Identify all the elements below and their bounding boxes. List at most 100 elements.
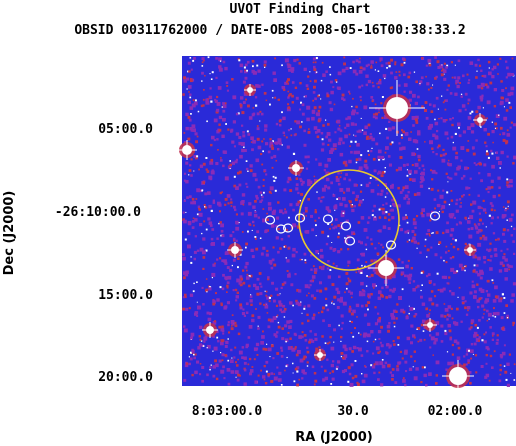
image-pixel — [273, 376, 278, 381]
image-pixel — [233, 356, 236, 359]
image-pixel — [472, 269, 476, 273]
image-pixel — [290, 128, 292, 130]
image-pixel — [225, 340, 229, 345]
image-pixel — [263, 191, 265, 194]
image-pixel — [374, 69, 376, 71]
image-pixel — [506, 248, 509, 251]
image-pixel — [317, 253, 319, 255]
image-pixel — [396, 368, 400, 372]
image-pixel — [477, 256, 481, 261]
image-pixel — [360, 216, 365, 220]
image-pixel — [476, 70, 478, 72]
image-pixel — [474, 354, 478, 357]
image-pixel — [416, 215, 419, 218]
image-pixel — [186, 88, 188, 90]
image-pixel — [420, 172, 423, 175]
image-pixel — [446, 162, 450, 165]
image-pixel — [231, 78, 234, 81]
image-pixel — [228, 331, 231, 334]
image-pixel — [494, 122, 498, 126]
image-pixel — [303, 252, 307, 256]
image-pixel — [358, 203, 361, 207]
image-pixel — [211, 272, 216, 277]
image-pixel — [305, 209, 308, 213]
image-pixel — [204, 192, 208, 196]
image-pixel — [420, 323, 424, 327]
image-pixel — [418, 158, 421, 162]
image-pixel — [295, 183, 299, 187]
image-pixel — [470, 123, 475, 128]
image-pixel — [207, 56, 210, 59]
image-pixel — [493, 88, 497, 92]
image-pixel — [287, 82, 289, 85]
image-pixel — [224, 66, 228, 71]
image-pixel — [255, 196, 259, 200]
image-pixel — [238, 183, 242, 187]
source-marker — [344, 236, 356, 246]
image-pixel — [351, 208, 355, 213]
image-pixel — [246, 185, 249, 188]
image-pixel — [206, 291, 208, 293]
image-pixel — [339, 188, 344, 192]
image-pixel — [211, 277, 213, 279]
image-pixel — [388, 294, 392, 299]
image-pixel — [253, 213, 258, 218]
image-pixel — [434, 253, 438, 257]
image-pixel — [335, 287, 339, 291]
image-pixel — [239, 154, 243, 159]
image-pixel — [264, 290, 266, 292]
image-pixel — [278, 300, 282, 304]
image-pixel — [192, 128, 196, 132]
image-pixel — [419, 184, 424, 188]
image-pixel — [193, 250, 197, 254]
image-pixel — [471, 284, 476, 289]
image-pixel — [378, 158, 381, 161]
image-pixel — [205, 100, 210, 105]
image-pixel — [464, 242, 467, 245]
image-pixel — [442, 119, 447, 123]
image-pixel — [495, 238, 497, 241]
image-pixel — [199, 223, 203, 227]
image-pixel — [442, 231, 445, 235]
image-pixel — [345, 117, 348, 121]
image-pixel — [341, 321, 344, 325]
image-pixel — [408, 367, 413, 371]
image-pixel — [491, 338, 494, 341]
image-pixel — [287, 78, 290, 82]
image-pixel — [510, 121, 513, 124]
image-pixel — [282, 131, 285, 134]
image-pixel — [319, 254, 324, 259]
image-pixel — [295, 299, 298, 303]
image-pixel — [215, 110, 219, 114]
image-pixel — [412, 221, 417, 226]
image-pixel — [444, 131, 449, 136]
image-pixel — [212, 199, 215, 202]
image-pixel — [479, 269, 484, 274]
image-pixel — [441, 158, 446, 163]
image-pixel — [224, 261, 228, 265]
image-pixel — [334, 225, 338, 229]
image-pixel — [483, 163, 487, 167]
image-pixel — [254, 96, 258, 99]
image-pixel — [384, 183, 387, 186]
image-pixel — [299, 258, 302, 261]
image-pixel — [322, 124, 325, 127]
image-pixel — [434, 135, 439, 139]
image-pixel — [212, 321, 217, 325]
image-pixel — [442, 153, 446, 157]
image-pixel — [305, 84, 309, 87]
image-pixel — [318, 105, 322, 109]
image-pixel — [492, 141, 494, 144]
image-pixel — [423, 338, 426, 341]
image-pixel — [469, 215, 474, 220]
image-pixel — [510, 234, 513, 237]
image-pixel — [487, 293, 491, 297]
image-pixel — [472, 200, 477, 205]
image-pixel — [431, 169, 436, 174]
image-pixel — [460, 95, 463, 98]
image-pixel — [188, 91, 190, 93]
image-pixel — [304, 372, 307, 375]
image-pixel — [476, 283, 479, 286]
image-pixel — [478, 64, 482, 67]
bright-star — [288, 160, 304, 176]
